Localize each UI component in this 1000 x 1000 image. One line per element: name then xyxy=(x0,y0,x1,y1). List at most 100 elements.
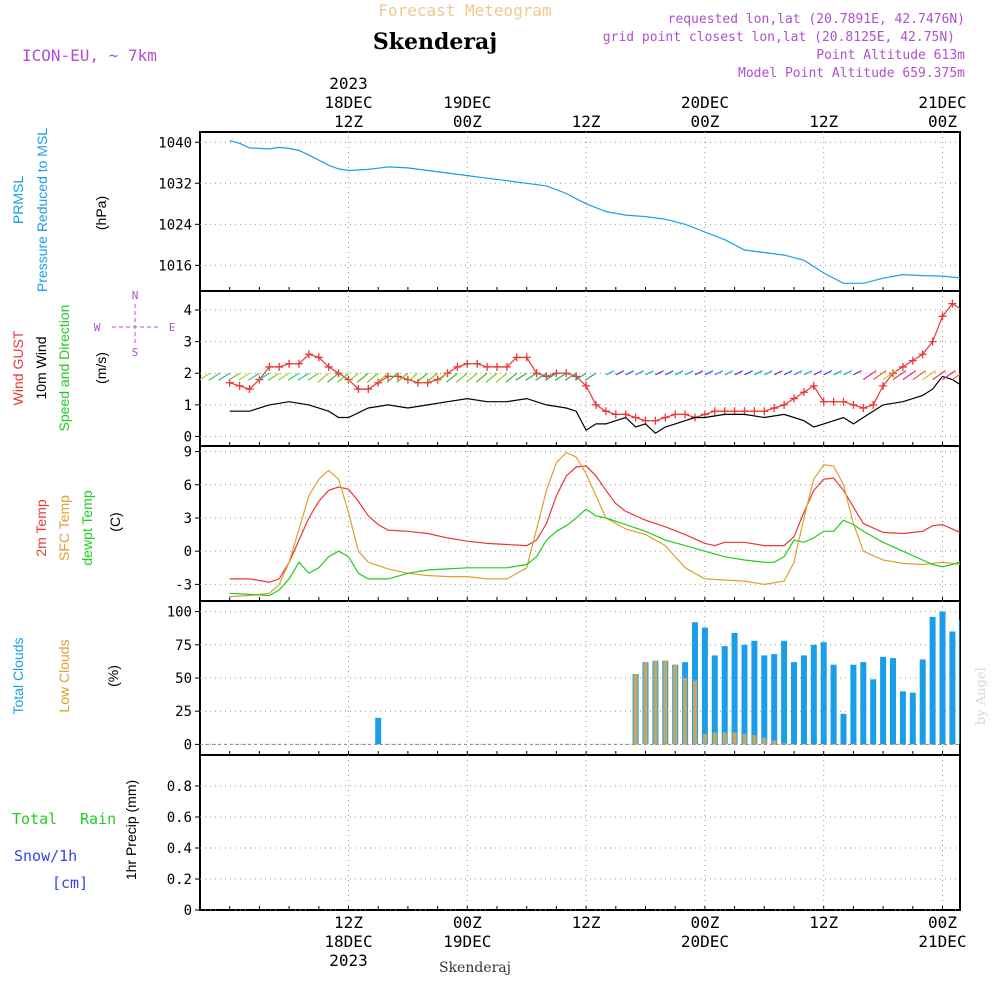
pressure-ytick-label: 1040 xyxy=(158,135,192,151)
gust-marker xyxy=(413,378,422,387)
gust-marker xyxy=(502,362,511,371)
wind-arrow xyxy=(396,372,409,383)
total-cloud-bar xyxy=(741,644,748,745)
gust-marker xyxy=(265,362,274,371)
wind-ytick-label: 3 xyxy=(184,335,192,351)
wind-arrow xyxy=(734,370,743,376)
precip-ytick-label: 0 xyxy=(184,903,192,919)
wind-direction-arrows xyxy=(200,370,960,383)
wind-arrow xyxy=(724,370,733,376)
gust-marker xyxy=(463,359,472,368)
total-cloud-bar xyxy=(959,619,960,745)
wind-ytick-label: 2 xyxy=(184,366,192,382)
total-cloud-bar xyxy=(890,658,896,745)
wind-arrow xyxy=(200,372,211,381)
top-time-label: 19DEC xyxy=(443,93,491,112)
wind-arrow xyxy=(853,370,862,376)
precip-frame xyxy=(199,754,961,911)
total-cloud-bar xyxy=(840,713,847,745)
total-cloud-bar xyxy=(800,655,807,745)
wind-arrow xyxy=(248,372,260,381)
wind-unit: (m/s) xyxy=(93,352,109,384)
gust-marker xyxy=(374,378,383,387)
total-cloud-bar xyxy=(820,642,827,745)
total-cloud-bar xyxy=(850,664,857,745)
gust-marker xyxy=(849,400,858,409)
wind-arrow xyxy=(783,370,793,376)
panel-wind: 0 1 2 3 4 xyxy=(184,290,961,447)
wind-arrow xyxy=(307,372,320,381)
clouds-ytick-label: 100 xyxy=(167,605,192,621)
gust-marker xyxy=(819,397,828,406)
gust-marker xyxy=(601,407,610,416)
total-cloud-bar xyxy=(711,655,718,745)
gust-marker xyxy=(631,413,640,422)
total-cloud-bar xyxy=(830,664,837,745)
total-cloud-bar xyxy=(721,646,728,745)
pressure-ytick-label: 1024 xyxy=(158,217,192,233)
gust-marker xyxy=(582,381,591,390)
gust-marker xyxy=(879,381,888,390)
time-label: 12Z xyxy=(809,913,838,932)
precip-ytick-label: 0.6 xyxy=(167,810,192,826)
credit-label: by Angel xyxy=(974,667,989,725)
gust-marker xyxy=(770,404,779,413)
wind-arrow xyxy=(475,372,488,383)
wind-arrow xyxy=(574,372,587,381)
precip-ytick-label: 0.4 xyxy=(167,841,192,857)
low-cloud-bar xyxy=(653,660,658,745)
top-time-label: 12Z xyxy=(572,112,601,131)
wind-arrow xyxy=(465,372,478,383)
wind-arrow xyxy=(803,370,813,376)
wind-arrow xyxy=(356,372,369,383)
wind-arrow xyxy=(337,372,349,383)
low-cloud-bar xyxy=(732,732,737,745)
total-cloud-bar xyxy=(949,631,956,745)
wind-arrow xyxy=(645,370,654,376)
total-cloud-bar xyxy=(870,679,877,745)
wind-ytick-label: 4 xyxy=(184,303,192,319)
prmsl-label: PRMSL xyxy=(10,176,26,224)
total-cloud-bar xyxy=(781,640,788,745)
gust-marker xyxy=(304,350,313,359)
precip-cm-label: [cm] xyxy=(52,874,88,892)
wind-arrow xyxy=(665,370,674,376)
time-label: 19DEC xyxy=(443,932,491,951)
model-label: ICON-EU, ~ 7km xyxy=(22,46,157,65)
wind-arrow xyxy=(535,372,547,381)
wind-arrow xyxy=(882,370,897,381)
gust-marker xyxy=(859,404,868,413)
wind-arrow xyxy=(554,372,567,381)
top-time-label: 00Z xyxy=(928,112,957,131)
total-cloud-bar xyxy=(909,692,916,745)
clouds-ytick-label: 25 xyxy=(175,704,192,720)
wind-arrow xyxy=(416,372,429,383)
gust-marker xyxy=(839,397,848,406)
wind-arrow xyxy=(545,372,557,381)
series-2m-temp xyxy=(229,465,960,583)
compass-e: E xyxy=(169,321,176,334)
precip-snow-label: Snow/1h xyxy=(14,847,77,865)
wind-arrow xyxy=(228,372,240,381)
low-clouds-label: Low Clouds xyxy=(56,639,72,712)
clouds-ytick-label: 75 xyxy=(175,638,192,654)
gust-marker xyxy=(453,362,462,371)
wind-arrow xyxy=(485,372,498,383)
wind-arrow xyxy=(347,372,359,383)
panel-precip: 0 0.2 0.4 0.6 0.8 xyxy=(167,754,961,919)
time-label: 00Z xyxy=(690,913,719,932)
total-cloud-bar xyxy=(771,654,778,745)
total-cloud-bar xyxy=(899,691,906,745)
wind-arrow xyxy=(902,370,917,381)
series-10m-wind xyxy=(229,375,960,435)
model-altitude: Model Point Altitude 659.375m xyxy=(738,66,965,81)
compass-s: S xyxy=(132,346,139,359)
wind-arrow xyxy=(267,372,280,381)
location-title: Skenderaj xyxy=(373,29,497,55)
wind-arrow xyxy=(694,370,704,376)
total-cloud-bar xyxy=(919,659,926,745)
wind-arrow xyxy=(584,372,597,381)
gust-marker xyxy=(354,385,363,394)
gust-marker xyxy=(948,299,957,308)
wind-arrow xyxy=(932,370,946,381)
